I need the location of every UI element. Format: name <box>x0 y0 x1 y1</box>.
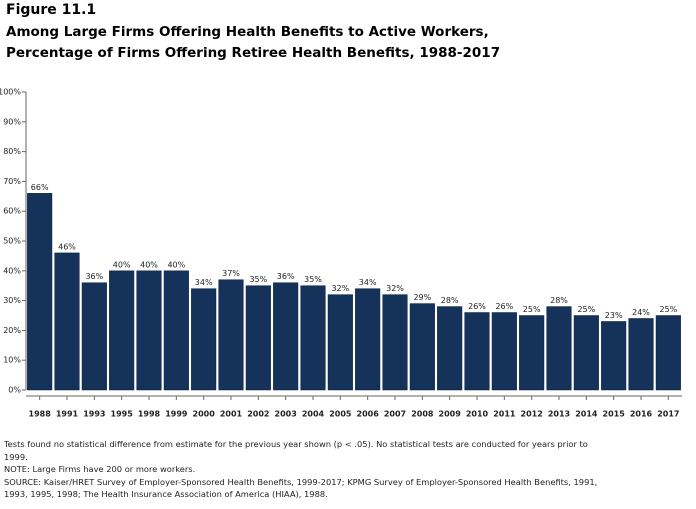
y-tick-label: 20% <box>3 326 21 335</box>
x-tick-label: 2017 <box>657 410 679 419</box>
x-tick-label: 1991 <box>56 410 79 419</box>
bar <box>409 303 435 391</box>
bar <box>191 288 217 391</box>
bar <box>355 288 381 391</box>
y-tick-label: 30% <box>3 296 21 305</box>
data-label: 28% <box>441 296 459 305</box>
bar <box>327 294 353 391</box>
x-tick-label: 2003 <box>275 410 297 419</box>
bar <box>218 279 244 391</box>
data-label: 25% <box>577 305 595 314</box>
x-tick-label: 2013 <box>548 410 570 419</box>
y-tick-label: 100% <box>0 88 21 97</box>
data-label: 29% <box>413 293 431 302</box>
x-tick-label: 2009 <box>439 410 462 419</box>
data-label: 25% <box>523 305 541 314</box>
data-label: 26% <box>495 302 513 311</box>
y-tick-label: 70% <box>3 177 21 186</box>
y-tick-label: 80% <box>3 147 21 156</box>
bar <box>245 285 271 391</box>
data-label: 34% <box>195 278 213 287</box>
x-tick-label: 1993 <box>83 410 105 419</box>
bar <box>81 282 107 391</box>
x-tick-label: 2015 <box>603 410 626 419</box>
y-tick-label: 0% <box>8 386 21 395</box>
x-tick-label: 2008 <box>411 410 434 419</box>
note: SOURCE: Kaiser/HRET Survey of Employer-S… <box>4 476 598 500</box>
data-label: 36% <box>85 272 103 281</box>
y-tick-label: 50% <box>3 237 21 246</box>
bar <box>491 312 517 391</box>
data-label: 28% <box>550 296 568 305</box>
data-label: 35% <box>304 275 322 284</box>
bar <box>136 270 162 391</box>
x-tick-label: 1998 <box>138 410 161 419</box>
bar <box>437 306 463 391</box>
x-tick-label: 2002 <box>247 410 269 419</box>
x-tick-label: 2004 <box>302 410 325 419</box>
data-label: 34% <box>359 278 377 287</box>
data-label: 32% <box>386 284 404 293</box>
data-label: 40% <box>167 260 185 269</box>
notes: Tests found no statistical difference fr… <box>4 438 604 501</box>
y-tick-label: 40% <box>3 266 21 275</box>
bar <box>54 252 80 391</box>
x-tick-label: 1999 <box>165 410 188 419</box>
bar <box>464 312 490 391</box>
data-label: 36% <box>277 272 295 281</box>
chart: 0% 10% 20% 30% 40% 50% 60% 70% 80% 90% 100% 1988 66%… <box>0 88 682 419</box>
x-tick-label: 2000 <box>193 410 216 419</box>
x-tick-label: 2006 <box>357 410 380 419</box>
bar <box>300 285 326 391</box>
bar <box>27 193 53 391</box>
data-label: 66% <box>31 183 49 192</box>
data-label: 26% <box>468 302 486 311</box>
chart-title: Figure 11.1 <box>6 2 97 18</box>
data-label: 24% <box>632 308 650 317</box>
chart-subtitle: Among Large Firms Offering Health Benefi… <box>6 24 501 61</box>
x-tick-label: 2007 <box>384 410 406 419</box>
x-tick-label: 2005 <box>329 410 352 419</box>
bar <box>628 318 654 391</box>
x-tick-label: 2011 <box>493 410 516 419</box>
x-tick-label: 2001 <box>220 410 243 419</box>
bar <box>601 321 627 391</box>
data-label: 37% <box>222 269 240 278</box>
bar <box>573 315 599 391</box>
note: Tests found no statistical difference fr… <box>4 439 588 462</box>
bar <box>109 270 135 391</box>
bar <box>163 270 189 391</box>
x-tick-label: 1995 <box>111 410 134 419</box>
bar <box>519 315 545 391</box>
x-tick-label: 2014 <box>575 410 598 419</box>
data-label: 40% <box>113 260 131 269</box>
bar <box>273 282 299 391</box>
data-label: 32% <box>331 284 349 293</box>
x-tick-label: 2012 <box>521 410 543 419</box>
note: NOTE: Large Firms have 200 or more worke… <box>4 464 196 474</box>
y-tick-label: 10% <box>3 356 21 365</box>
data-label: 23% <box>605 311 623 320</box>
x-tick-label: 2010 <box>466 410 489 419</box>
y-tick-label: 90% <box>3 117 21 126</box>
x-tick-label: 1988 <box>29 410 52 419</box>
bar <box>655 315 681 391</box>
data-label: 46% <box>58 242 76 251</box>
data-label: 40% <box>140 260 158 269</box>
x-tick-label: 2016 <box>630 410 653 419</box>
data-label: 25% <box>659 305 677 314</box>
data-label: 35% <box>249 275 267 284</box>
y-tick-label: 60% <box>3 207 21 216</box>
bar <box>382 294 408 391</box>
bar <box>546 306 572 391</box>
